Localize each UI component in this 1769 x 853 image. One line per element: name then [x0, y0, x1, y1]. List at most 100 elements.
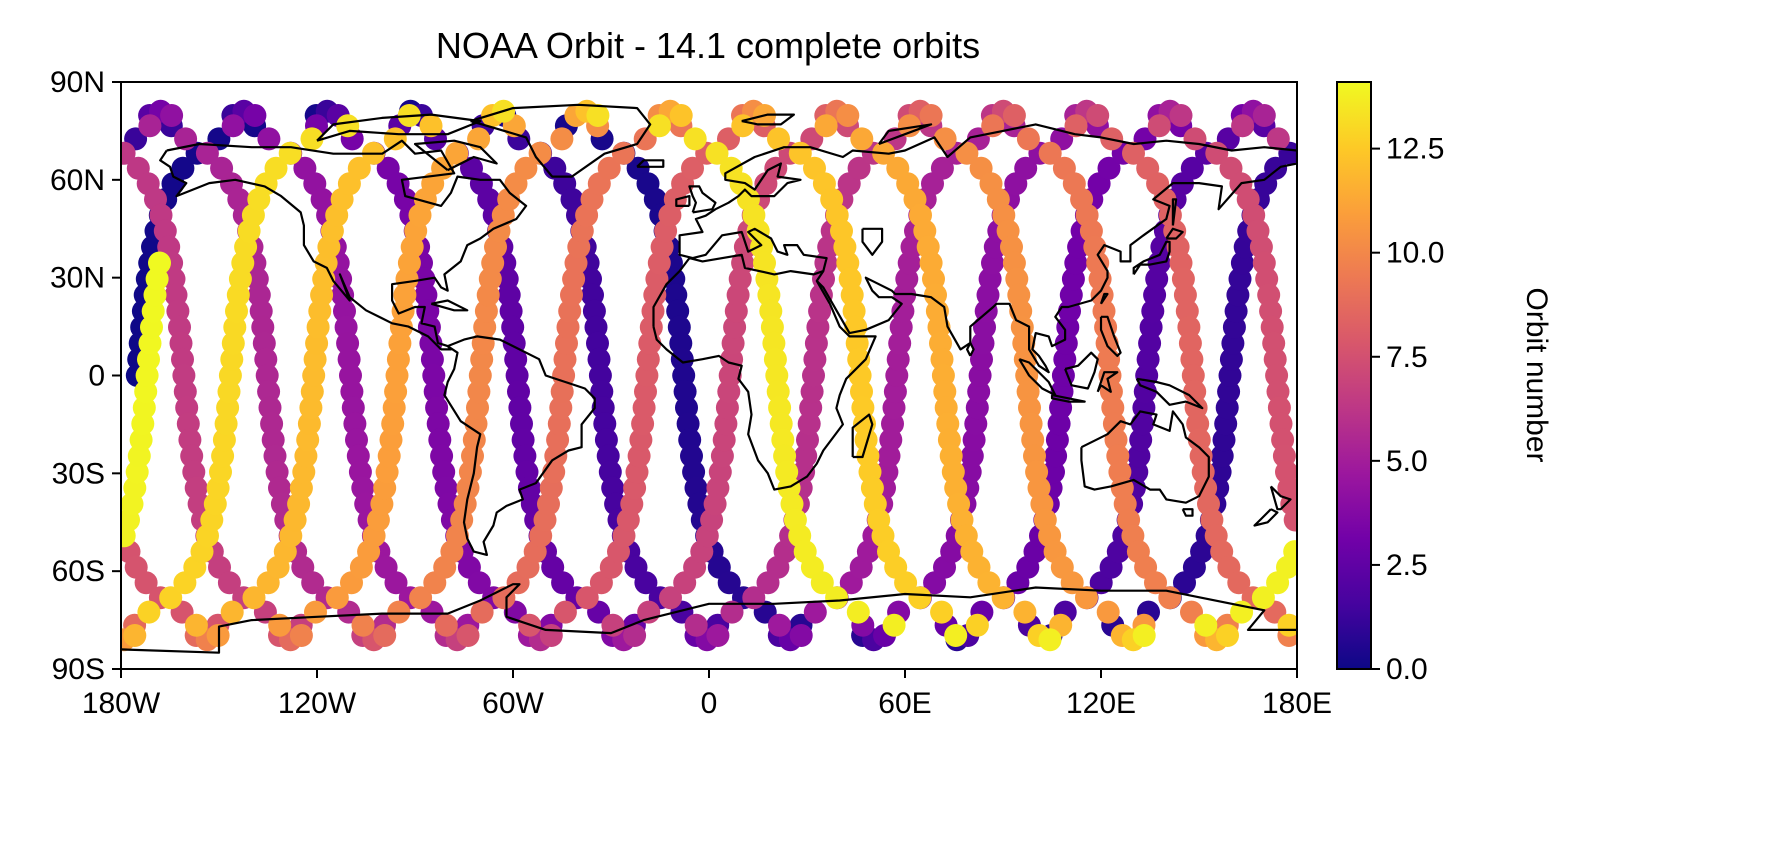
orbit-point: [683, 127, 707, 151]
orbit-point: [814, 114, 838, 138]
orbit-point: [1194, 613, 1218, 637]
coastline-sulawesi: [1096, 371, 1119, 393]
orbit-point: [351, 613, 375, 637]
orbit-point: [148, 251, 171, 275]
orbit-point: [1266, 127, 1290, 151]
orbit-point: [257, 127, 281, 151]
orbit-point: [1251, 586, 1275, 610]
coastline-cuba: [430, 299, 469, 312]
orbit-point: [1064, 114, 1088, 138]
coastline-south-america: [443, 335, 596, 556]
orbit-point: [930, 600, 954, 624]
coastline-caspian: [861, 227, 884, 256]
orbit-point: [634, 571, 658, 595]
y-tick-label: 90N: [50, 66, 105, 99]
coastline-baffin: [413, 139, 498, 172]
orbit-point: [1002, 104, 1026, 127]
colorbar-tick-label: 12.5: [1386, 133, 1444, 166]
coastline-java: [1050, 394, 1086, 403]
orbit-point: [137, 600, 161, 624]
orbit-point: [217, 571, 241, 595]
y-tick-label: 60N: [50, 164, 105, 197]
orbit-point: [611, 141, 635, 165]
orbit-point: [1144, 571, 1167, 595]
orbit-point: [659, 586, 682, 610]
orbit-point: [1038, 141, 1062, 165]
orbit-point: [575, 586, 599, 610]
orbit-point: [1086, 104, 1110, 127]
coastline-philippines: [1099, 315, 1122, 357]
orbit-point: [1283, 540, 1297, 564]
orbit-point: [1227, 571, 1251, 595]
orbit-point: [764, 156, 788, 180]
orbit-point: [1013, 600, 1037, 624]
coastline-greenland: [470, 103, 652, 178]
x-axis: 180W 120W 60W 0 60E 120E 180E: [82, 669, 1332, 720]
orbit-point: [669, 104, 693, 127]
orbit-point: [160, 104, 184, 127]
orbit-point: [648, 114, 671, 138]
orbit-point: [1216, 624, 1239, 647]
orbit-point: [623, 624, 647, 647]
x-tick-label: 120W: [278, 687, 357, 720]
orbit-point: [1014, 156, 1038, 180]
orbit-point: [1252, 104, 1276, 127]
orbit-point: [684, 613, 708, 637]
orbit-point: [810, 571, 834, 595]
orbit-point: [908, 586, 932, 610]
x-tick-label: 180W: [82, 687, 161, 720]
colorbar: 0.0 2.5 5.0 7.5 10.0 12.5 Orbit number: [1336, 81, 1553, 686]
coastline-africa-eurasia: [652, 123, 1297, 491]
orbit-point: [456, 624, 480, 647]
orbit-point: [768, 613, 791, 637]
orbit-point: [836, 104, 860, 127]
orbit-point: [551, 571, 575, 595]
orbit-point: [221, 114, 245, 138]
y-tick-label: 60S: [52, 555, 105, 588]
coastline-borneo: [1064, 351, 1099, 390]
orbit-point: [919, 104, 943, 127]
orbit-point: [304, 600, 327, 624]
coastline-japan: [1132, 240, 1171, 276]
orbit-point: [134, 571, 158, 595]
y-tick-label: 30N: [50, 262, 105, 295]
orbit-point: [1132, 624, 1156, 647]
orbit-point: [138, 114, 162, 138]
orbit-point: [171, 156, 195, 180]
orbit-point: [586, 104, 610, 127]
orbit-point: [955, 141, 979, 165]
coastline-new-guinea: [1135, 377, 1204, 410]
orbit-point: [1016, 127, 1040, 151]
y-tick-label: 0: [88, 360, 105, 393]
coastline-novaya-zemlya: [878, 123, 933, 146]
orbit-point: [991, 586, 1015, 610]
orbit-point: [1038, 628, 1062, 652]
orbit-point: [384, 571, 408, 595]
orbit-point: [1122, 141, 1145, 165]
orbit-point: [387, 600, 411, 624]
orbit-point: [550, 127, 574, 151]
orbit-point: [289, 624, 313, 647]
orbit-point: [383, 127, 407, 151]
orbit-point: [1180, 156, 1204, 180]
orbit-point: [434, 613, 458, 637]
orbit-point: [1096, 600, 1120, 624]
orbit-point: [242, 586, 266, 610]
orbit-point: [1169, 104, 1193, 127]
coastline-svalbard: [741, 113, 795, 126]
coastline-north-america: [159, 139, 528, 351]
orbit-point: [184, 613, 208, 637]
orbit-point: [944, 624, 968, 647]
orbit-point: [803, 600, 827, 624]
x-tick-label: 60W: [482, 687, 544, 720]
colorbar-tick-label: 2.5: [1386, 549, 1428, 582]
colorbar-frame: [1336, 81, 1372, 670]
coastline-arctic-islands: [316, 113, 482, 142]
orbit-point: [243, 104, 267, 127]
coastline-ireland: [675, 195, 691, 207]
orbit-point: [264, 156, 288, 180]
y-tick-label: 30S: [52, 457, 105, 490]
orbit-point: [373, 624, 397, 647]
orbit-point: [706, 624, 730, 647]
